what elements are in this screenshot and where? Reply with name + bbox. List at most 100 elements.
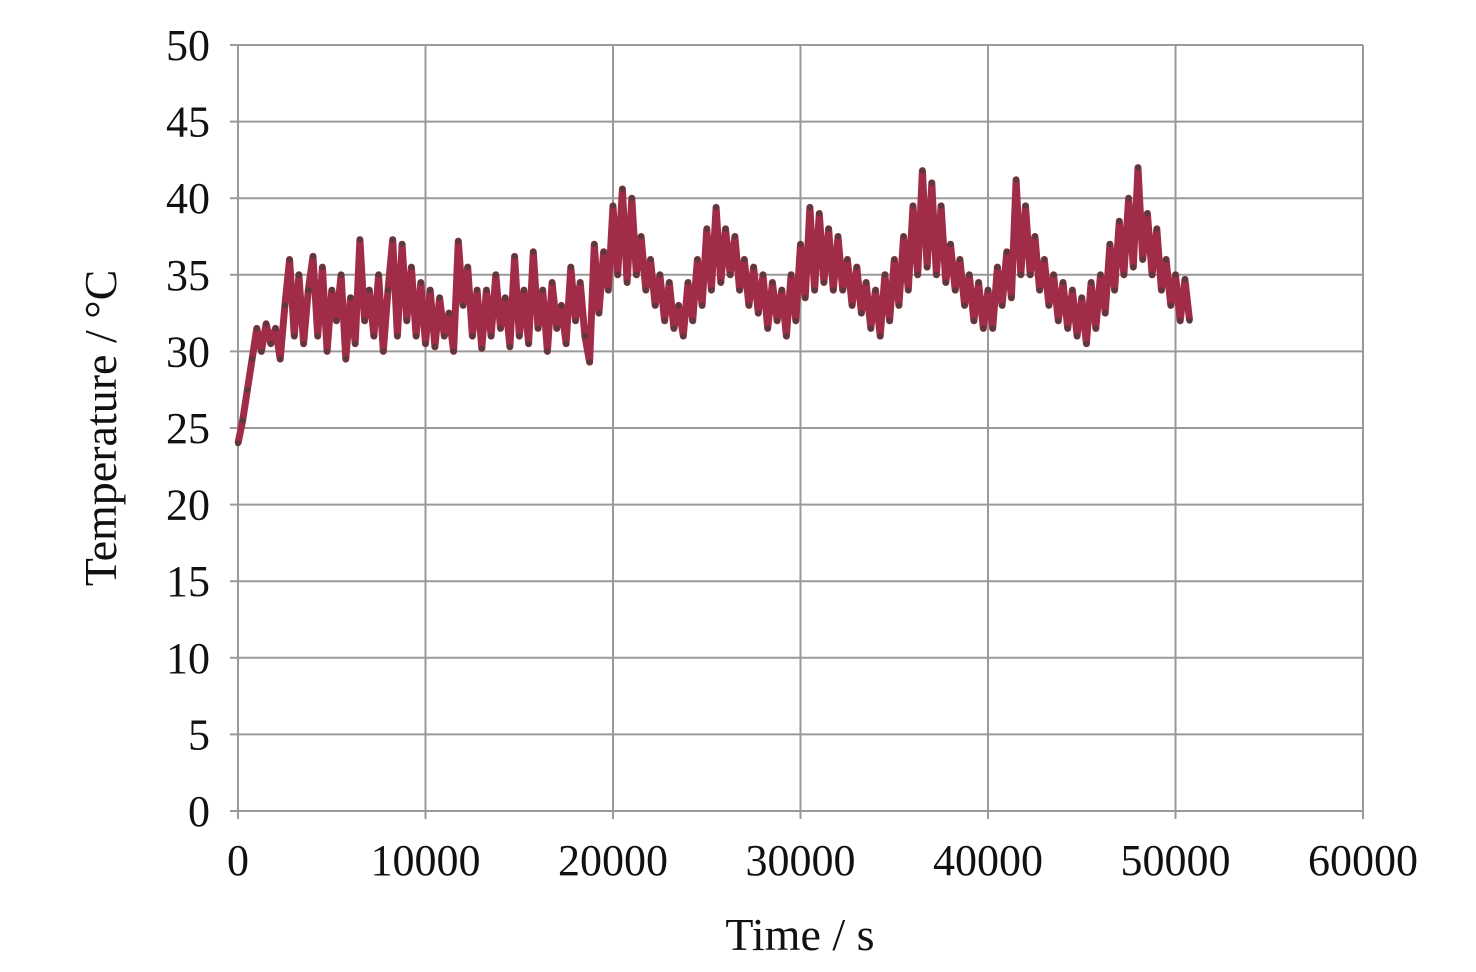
data-point [741,256,748,263]
data-point [1031,233,1038,240]
data-point [806,204,813,211]
data-point [900,233,907,240]
data-point [385,287,391,294]
y-tick-label: 30 [166,327,210,376]
data-point [310,253,316,260]
data-point [1106,241,1113,248]
data-point [1120,271,1127,278]
data-point [727,271,734,278]
data-point [1045,302,1052,309]
data-point [731,233,738,240]
data-point [881,271,888,278]
data-point [342,356,349,363]
data-point [736,287,743,294]
y-tick-label: 40 [166,174,210,223]
data-point [347,294,354,301]
data-point [839,287,846,294]
data-point [675,302,682,309]
data-point [1041,256,1048,263]
data-point [338,271,345,278]
series-line [234,164,1194,445]
data-point [333,317,340,324]
data-point [258,348,265,355]
data-point [722,225,729,232]
data-point [610,202,616,209]
data-point [586,359,593,366]
data-point [497,325,504,332]
data-point [1130,264,1137,271]
data-point [460,302,466,309]
data-point [1027,271,1034,278]
data-point [1017,271,1024,278]
data-point [938,202,945,209]
x-tick-label: 10000 [371,836,481,885]
data-point [624,279,631,286]
data-point [375,271,382,278]
data-point [408,264,415,271]
data-point [970,317,977,324]
data-point [647,256,654,263]
data-point [249,356,256,363]
data-point [905,287,912,294]
data-point [549,279,556,286]
data-point [525,340,532,347]
data-point [244,386,251,393]
data-point [445,310,452,317]
data-point [553,325,560,332]
data-point [1125,195,1132,202]
data-point [1036,287,1043,294]
data-point [1092,325,1099,332]
data-point [263,320,270,327]
data-point [713,204,720,211]
data-point [530,248,537,255]
data-point [286,256,293,263]
data-point [516,333,523,340]
data-point [694,256,701,263]
data-point [577,279,584,286]
y-tick-label: 25 [166,404,210,453]
data-point [1111,287,1118,294]
data-point [403,317,410,324]
data-point [924,264,931,271]
data-point [356,236,363,243]
data-point [253,325,260,332]
y-tick-label: 45 [166,98,210,147]
data-point [558,302,565,309]
data-point [591,241,598,248]
data-point [858,310,865,317]
data-point [291,333,298,340]
data-point [656,271,663,278]
data-point [628,195,635,202]
data-point [1177,317,1184,324]
data-point [825,225,832,232]
data-point [619,186,626,193]
data-point [666,279,673,286]
data-point [361,317,368,324]
data-point [872,287,879,294]
data-point [366,287,373,294]
grid [230,44,1364,819]
data-point [399,241,406,248]
data-point [802,294,809,301]
data-point [581,333,588,340]
data-point [595,310,602,317]
data-point [267,340,274,347]
data-point [642,287,649,294]
data-point [886,317,893,324]
data-point [1097,271,1104,278]
data-point [1186,317,1193,324]
data-point [488,333,495,340]
data-point [295,271,302,278]
data-point [1163,256,1170,263]
data-point [699,302,706,309]
data-point [450,348,457,355]
data-point [389,236,396,243]
data-point [520,287,527,294]
data-point [750,264,757,271]
data-point [483,287,490,294]
data-point [1055,317,1062,324]
data-point [769,279,776,286]
data-point [1078,294,1085,301]
data-point [985,287,991,294]
